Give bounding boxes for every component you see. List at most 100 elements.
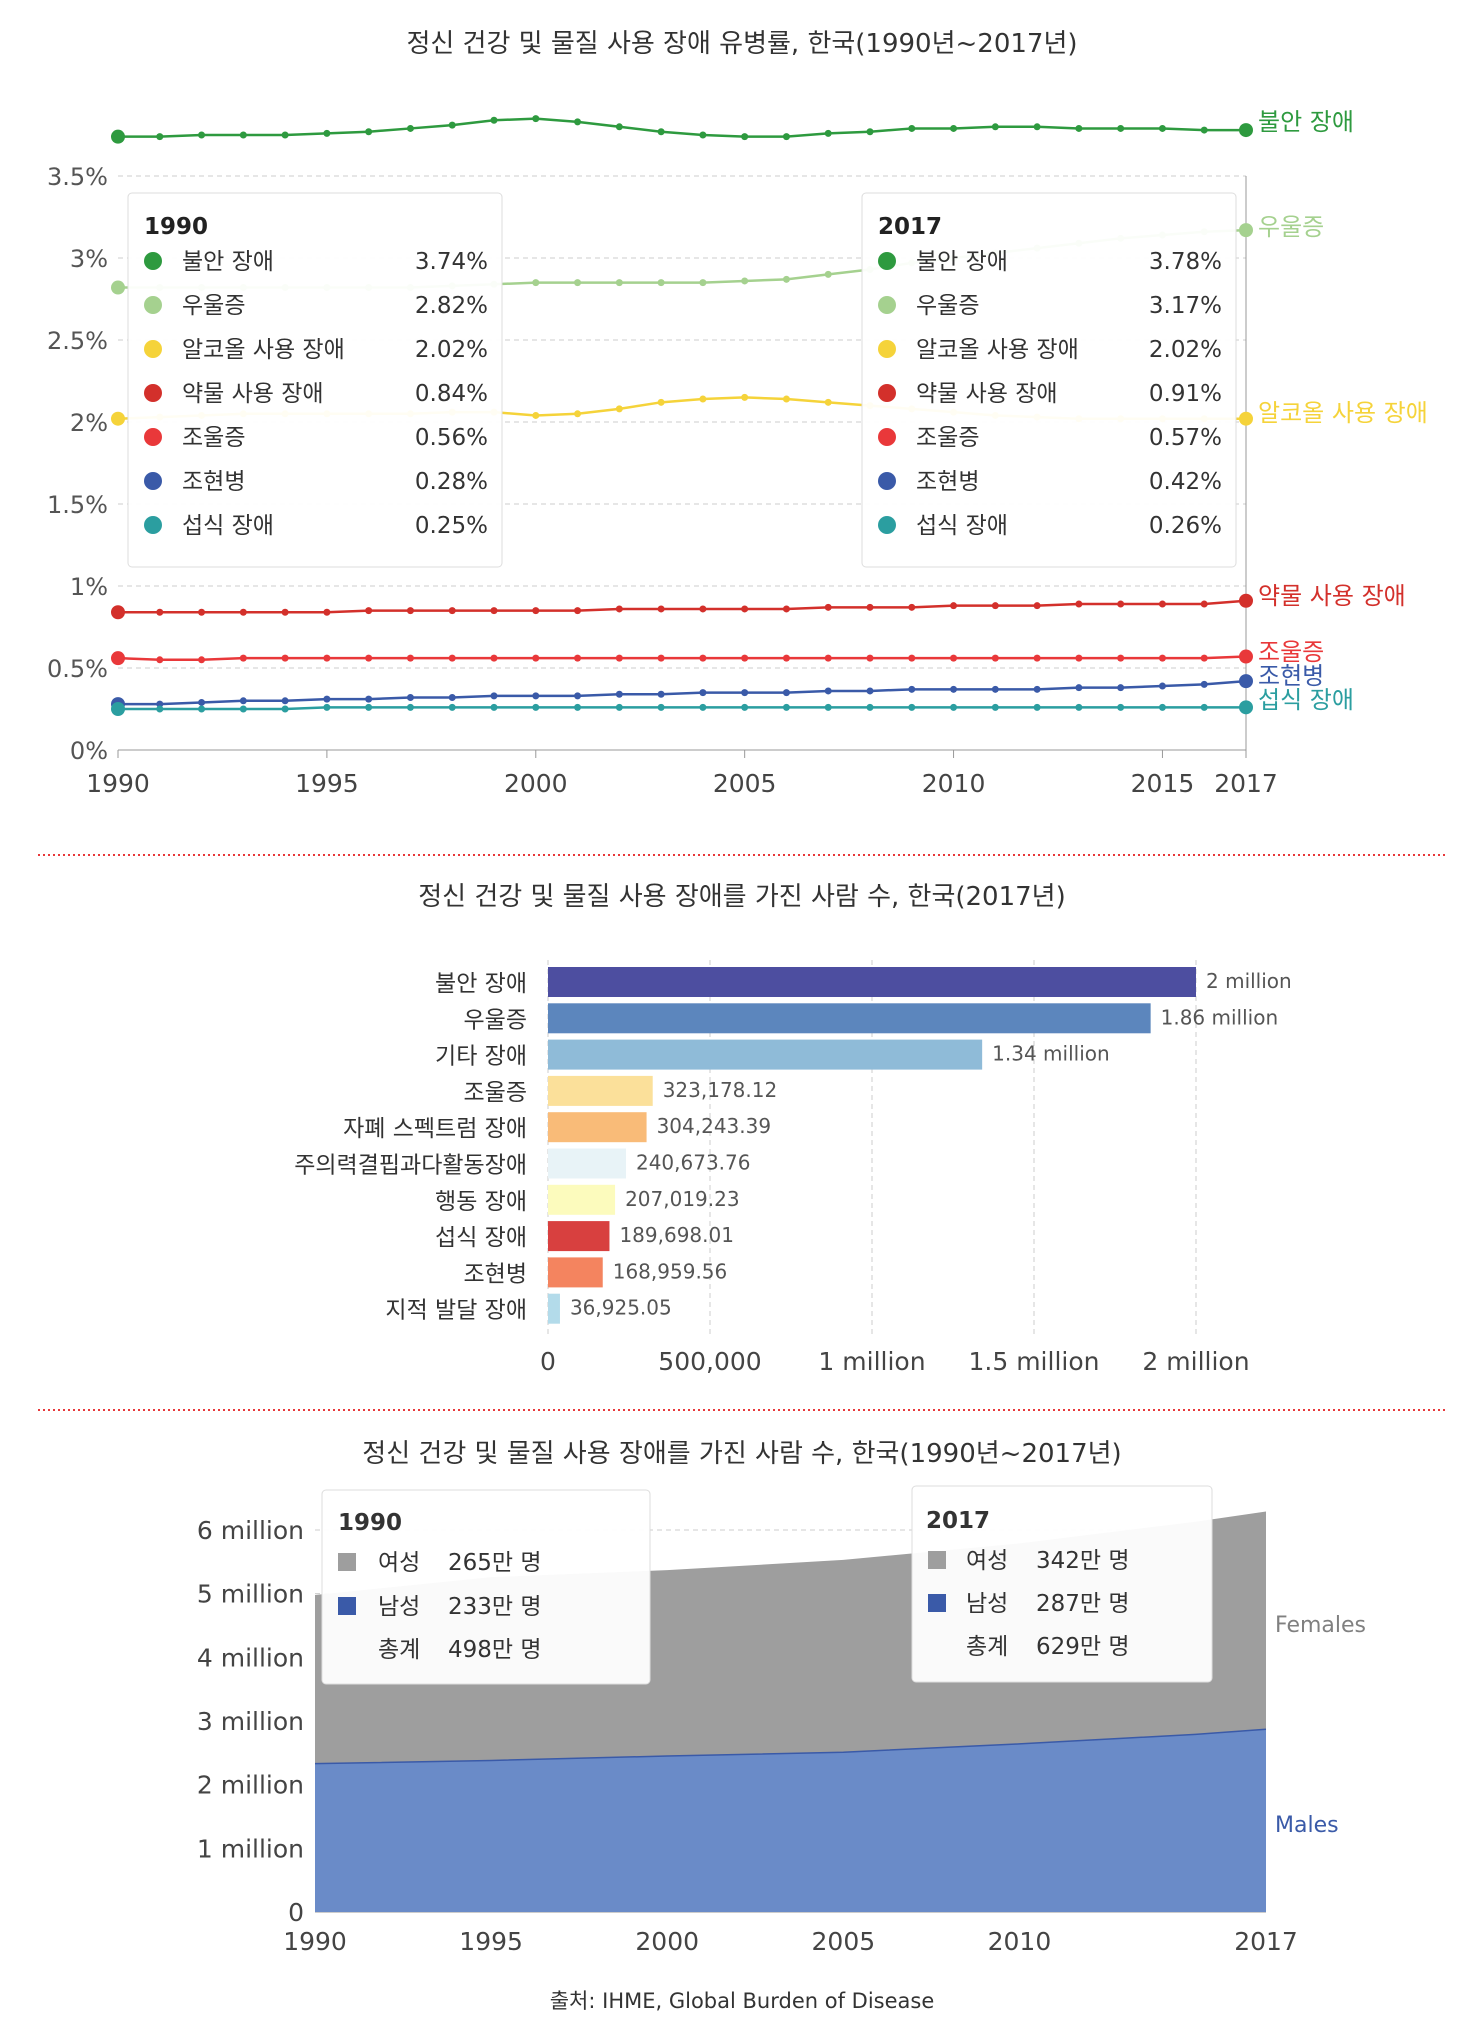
data-point-eating — [1117, 703, 1125, 711]
area-x-tick-label: 2010 — [988, 1927, 1052, 1956]
data-point-anxiety — [615, 123, 623, 131]
data-point-anxiety — [950, 124, 958, 132]
data-point-bipolar — [532, 654, 540, 662]
data-point-eating — [741, 703, 749, 711]
tooltip-value: 3.17% — [1149, 293, 1222, 319]
data-point-eating — [365, 703, 373, 711]
legend-1990-female-value: 265만 명 — [448, 1550, 542, 1576]
area-chart-y-axis: 0 1 million 2 million 3 million 4 million 5 m… — [197, 1516, 304, 1927]
data-point-drug — [448, 607, 456, 615]
data-point-schizophrenia — [699, 689, 707, 697]
data-point-anxiety — [699, 131, 707, 139]
data-point-drug — [365, 607, 373, 615]
series-line-eating — [118, 706, 1246, 711]
legend-1990-total-label: 총계 — [378, 1637, 420, 1663]
data-point-anxiety — [1075, 124, 1083, 132]
tooltip-swatch — [144, 340, 162, 358]
end-label-bipolar: 조울증 — [1258, 638, 1324, 666]
area-males-edge — [314, 1728, 1267, 1765]
tooltip-value: 2.02% — [1149, 337, 1222, 363]
legend-2017-male-label: 남성 — [966, 1591, 1008, 1617]
data-point-eating — [323, 703, 331, 711]
data-point-bipolar — [406, 654, 414, 662]
bar-category-label: 섭식 장애 — [435, 1225, 527, 1251]
area-y-tick-label: 0 — [288, 1898, 304, 1927]
data-point-bipolar — [323, 654, 331, 662]
data-point-eating — [1239, 700, 1253, 715]
data-point-alcohol — [1239, 411, 1253, 426]
data-point-eating — [574, 703, 582, 711]
tooltip-swatch — [144, 296, 162, 314]
tooltip-2017: 2017 불안 장애 3.78% 우울증 3.17% 알코올 사용 장애 2.02% 약물 … — [861, 192, 1237, 568]
data-point-drug — [824, 603, 832, 611]
area-y-tick-label: 4 million — [197, 1643, 304, 1672]
x-tick-label: 2010 — [922, 769, 986, 798]
tooltip-swatch — [878, 252, 896, 270]
data-point-eating — [448, 703, 456, 711]
data-point-anxiety — [156, 133, 164, 141]
data-point-drug — [657, 605, 665, 613]
legend-2017-total-label: 총계 — [966, 1634, 1008, 1660]
data-point-drug — [198, 608, 206, 616]
data-point-anxiety — [866, 128, 874, 136]
data-point-schizophrenia — [323, 695, 331, 703]
bar-value-label: 1.86 million — [1161, 1005, 1279, 1029]
data-point-drug — [1200, 600, 1208, 608]
tooltip-value: 2.82% — [415, 293, 488, 319]
bar-x-tick-label: 1 million — [818, 1347, 925, 1376]
tooltip-label: 조울증 — [916, 425, 979, 451]
data-point-bipolar — [950, 654, 958, 662]
legend-1990-female-swatch — [338, 1553, 356, 1571]
bar-category-label: 조현병 — [464, 1261, 527, 1287]
tooltip-value: 2.02% — [415, 337, 488, 363]
data-point-drug — [323, 608, 331, 616]
data-point-eating — [281, 705, 289, 713]
data-point-alcohol — [532, 411, 540, 419]
tooltip-swatch — [878, 428, 896, 446]
data-point-anxiety — [741, 133, 749, 141]
tooltip-2017-box — [861, 192, 1237, 568]
tooltip-swatch — [878, 296, 896, 314]
data-point-drug — [1033, 602, 1041, 610]
bar-value-label: 240,673.76 — [636, 1151, 751, 1175]
data-point-eating — [156, 705, 164, 713]
data-point-bipolar — [741, 654, 749, 662]
data-point-schizophrenia — [1033, 685, 1041, 693]
data-point-anxiety — [782, 133, 790, 141]
data-point-drug — [1117, 600, 1125, 608]
data-point-depression — [1239, 223, 1253, 238]
y-tick-label: 3.5% — [47, 163, 108, 191]
tooltip-label: 알코올 사용 장애 — [916, 337, 1079, 363]
data-point-bipolar — [1200, 654, 1208, 662]
series-line-drug — [118, 599, 1247, 614]
data-point-anxiety — [908, 124, 916, 132]
area-x-tick-label: 2000 — [635, 1927, 699, 1956]
data-point-bipolar — [908, 654, 916, 662]
legend-2017-box — [911, 1485, 1213, 1683]
legend-2017-female-swatch — [928, 1551, 946, 1569]
y-tick-label: 0.5% — [47, 655, 108, 683]
x-tick-label: 2000 — [504, 769, 568, 798]
bar — [548, 1003, 1151, 1034]
end-label-drug: 약물 사용 장애 — [1258, 582, 1406, 610]
data-point-eating — [782, 703, 790, 711]
data-point-schizophrenia — [866, 687, 874, 695]
line-chart-y-axis: 0% 0.5% 1% 1.5% 2% 2.5% 3% 3.5% — [47, 163, 108, 765]
data-point-schizophrenia — [281, 697, 289, 705]
data-point-depression — [782, 275, 790, 283]
data-point-drug — [615, 605, 623, 613]
data-point-anxiety — [239, 131, 247, 139]
data-point-eating — [1033, 703, 1041, 711]
bar — [548, 1148, 626, 1179]
data-point-eating — [991, 703, 999, 711]
data-point-bipolar — [1033, 654, 1041, 662]
x-tick-label: 2005 — [713, 769, 777, 798]
bar-value-label: 1.34 million — [992, 1042, 1110, 1066]
line-chart-title: 정신 건강 및 물질 사용 장애 유병률, 한국(1990년~2017년) — [406, 29, 1077, 59]
data-point-depression — [741, 277, 749, 285]
tooltip-value: 0.26% — [1149, 513, 1222, 539]
tooltip-value: 0.42% — [1149, 469, 1222, 495]
data-point-drug — [111, 605, 125, 620]
